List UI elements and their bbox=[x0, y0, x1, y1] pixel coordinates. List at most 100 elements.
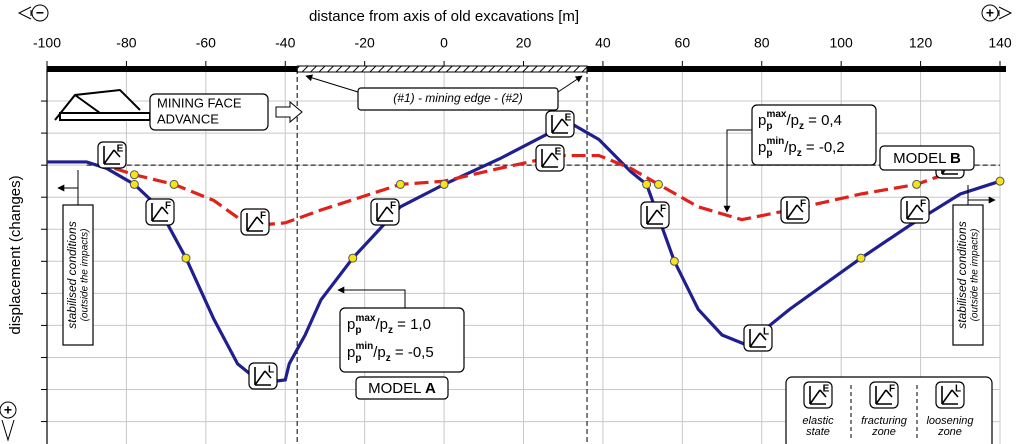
formula-part: p bbox=[758, 139, 766, 156]
formula-part: /p bbox=[784, 139, 797, 156]
point-marker bbox=[912, 179, 922, 189]
series-line bbox=[114, 153, 953, 228]
model-label: MODEL bbox=[893, 150, 950, 167]
x-tick-label: -100 bbox=[33, 35, 61, 51]
sign-arrow bbox=[998, 6, 1013, 20]
model-a-arrow bbox=[337, 286, 406, 308]
icon-letter: F bbox=[165, 201, 171, 212]
formula-part: min bbox=[355, 341, 373, 352]
formula-part: z bbox=[799, 121, 804, 132]
state-icon: F bbox=[145, 198, 175, 226]
x-tick-label: 120 bbox=[909, 35, 933, 51]
icon-letter: F bbox=[390, 201, 396, 212]
icon-letter: L bbox=[955, 384, 961, 395]
icon-letter: F bbox=[800, 199, 806, 210]
formula-part: p bbox=[355, 353, 361, 364]
sign-arrow bbox=[1, 419, 15, 442]
point-marker bbox=[995, 176, 1005, 186]
x-tick-label: 80 bbox=[754, 35, 770, 51]
sign-circle bbox=[0, 401, 17, 419]
icon-axes bbox=[254, 367, 272, 386]
state-icon: F bbox=[869, 381, 899, 409]
x-axis-title: distance from axis of old excavations [m… bbox=[309, 8, 579, 25]
legend-text: elastic bbox=[802, 415, 834, 427]
icon-axes bbox=[376, 203, 394, 222]
icon-letter: F bbox=[920, 199, 926, 210]
stabilised-text: stabilised conditions bbox=[955, 221, 969, 328]
sign-circle bbox=[981, 4, 999, 22]
formula-part: = 0,4 bbox=[804, 112, 842, 129]
state-icon: E bbox=[803, 381, 833, 409]
formula-part: p bbox=[766, 121, 772, 132]
sign-arrow bbox=[17, 6, 32, 20]
point-marker bbox=[395, 179, 405, 189]
x-tick-label: 20 bbox=[516, 35, 532, 51]
x-tick-label: -80 bbox=[116, 35, 136, 51]
model-letter: A bbox=[425, 380, 436, 397]
state-icon: F bbox=[640, 201, 670, 229]
icon-axes bbox=[941, 386, 959, 405]
icon-axes bbox=[875, 386, 893, 405]
stabilised-text: (outside the impacts) bbox=[970, 229, 981, 322]
icon-letter: F bbox=[889, 384, 895, 395]
legend-text: state bbox=[806, 426, 830, 438]
state-icon: F bbox=[780, 196, 810, 224]
formula: ppmax/pz = 0,4 bbox=[758, 109, 842, 132]
formula-part: z bbox=[386, 353, 391, 364]
point-marker bbox=[169, 179, 179, 189]
x-tick-label: 60 bbox=[675, 35, 691, 51]
x-tick-label: 0 bbox=[440, 35, 448, 51]
icon-letter: E bbox=[823, 384, 830, 395]
mining-face-text: MINING FACE bbox=[157, 95, 242, 110]
formula-part: z bbox=[388, 325, 393, 336]
mining-edge-text: (#1) - mining edge - (#2) bbox=[393, 91, 522, 105]
model-a-box bbox=[339, 307, 465, 373]
point-marker bbox=[129, 170, 139, 180]
state-icon: E bbox=[545, 110, 575, 138]
formula-part: = 1,0 bbox=[393, 316, 431, 333]
icon-axes bbox=[786, 201, 804, 220]
formula-part: p bbox=[355, 325, 361, 336]
point-marker bbox=[181, 253, 191, 263]
model-a-label-box bbox=[355, 376, 449, 400]
legend-text: zone bbox=[937, 426, 962, 438]
model-b-box bbox=[751, 104, 877, 166]
icon-axes bbox=[749, 329, 767, 348]
advance-arrow bbox=[275, 100, 303, 124]
sign-label: − bbox=[36, 5, 44, 21]
point-marker bbox=[642, 179, 652, 189]
icon-axes bbox=[541, 149, 559, 168]
state-icon: F bbox=[240, 208, 270, 236]
icon-axes bbox=[906, 201, 924, 220]
icon-axes bbox=[151, 203, 169, 222]
icon-letter: F bbox=[660, 204, 666, 215]
model-letter: B bbox=[950, 150, 961, 167]
icon-letter: L bbox=[268, 365, 274, 376]
legend-text: loosening bbox=[926, 415, 974, 427]
state-icon: F bbox=[370, 198, 400, 226]
formula-part: /p bbox=[786, 112, 799, 129]
state-icon: E bbox=[97, 141, 127, 169]
icon-letter: E bbox=[555, 147, 562, 158]
state-icon: L bbox=[248, 362, 278, 390]
edge-arrow bbox=[305, 74, 359, 93]
formula: ppmin/pz = -0,2 bbox=[758, 136, 845, 159]
icon-letter: L bbox=[763, 327, 769, 338]
point-marker bbox=[439, 179, 449, 189]
formula-part: /p bbox=[373, 344, 386, 361]
formula-part: = -0,2 bbox=[802, 139, 845, 156]
point-marker bbox=[348, 253, 358, 263]
mining-face-box bbox=[149, 93, 269, 131]
stabilised-box bbox=[62, 204, 94, 346]
model-a-label: MODEL A bbox=[368, 380, 436, 397]
formula-part: z bbox=[797, 148, 802, 159]
stabilised-box bbox=[952, 204, 984, 346]
icon-axes bbox=[646, 206, 664, 225]
icon-letter: E bbox=[117, 144, 124, 155]
sign-label: + bbox=[986, 5, 994, 21]
x-tick-label: -40 bbox=[275, 35, 295, 51]
state-icon: L bbox=[935, 381, 965, 409]
formula-part: max bbox=[355, 313, 375, 324]
stabilised-text: (outside the impacts) bbox=[80, 229, 91, 322]
state-icon: F bbox=[900, 196, 930, 224]
